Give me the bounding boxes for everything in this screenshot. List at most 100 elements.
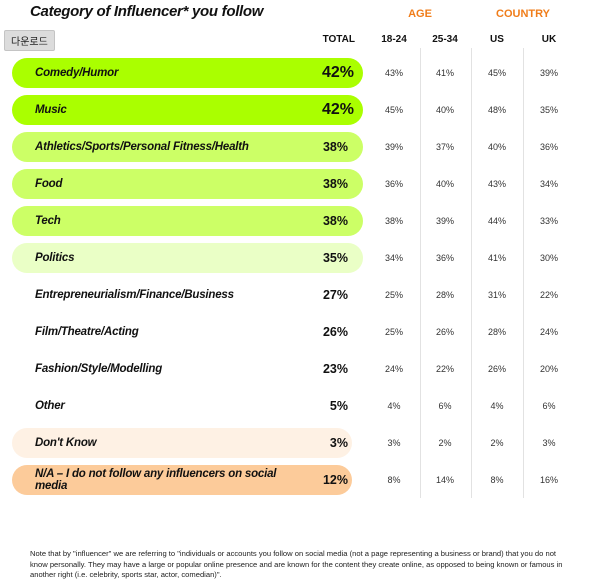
table-row: Don't Know 3% 3% 2% 2% 3% [12, 428, 572, 458]
value-cell: 2% [438, 438, 452, 448]
value-cell: 4% [490, 401, 504, 411]
row-highlight-pill [12, 169, 363, 199]
row-highlight-pill [12, 465, 352, 495]
table-row: Comedy/Humor 42% 43% 41% 45% 39% [12, 58, 572, 88]
value-cell: 24% [539, 327, 558, 337]
value-cell: 44% [487, 216, 506, 226]
value-cell: 40% [487, 142, 506, 152]
table-row: Music 42% 45% 40% 48% 35% [12, 95, 572, 125]
total-value: 38% [322, 214, 348, 228]
value-cell: 43% [384, 68, 403, 78]
value-cell: 22% [539, 290, 558, 300]
value-cell: 6% [438, 401, 452, 411]
row-highlight-pill [12, 243, 363, 273]
value-cell: 3% [542, 438, 556, 448]
value-cell: 25% [384, 290, 403, 300]
value-cell: 16% [539, 475, 558, 485]
value-cell: 25% [384, 327, 403, 337]
table-row: N/A – I do not follow any influencers on… [12, 465, 572, 495]
column-header-total: TOTAL [322, 34, 355, 45]
category-label: Tech [35, 215, 61, 227]
column-divider [471, 48, 472, 498]
category-label: Film/Theatre/Acting [35, 326, 139, 338]
value-cell: 28% [487, 327, 506, 337]
chart-title: Category of Influencer* you follow [30, 3, 264, 20]
table-row: Athletics/Sports/Personal Fitness/Health… [12, 132, 572, 162]
value-cell: 41% [487, 253, 506, 263]
table-row: Fashion/Style/Modelling 23% 24% 22% 26% 20% [12, 354, 572, 384]
value-cell: 26% [487, 364, 506, 374]
value-cell: 39% [539, 68, 558, 78]
table-row: Politics 35% 34% 36% 41% 30% [12, 243, 572, 273]
category-label: N/A – I do not follow any influencers on… [35, 468, 277, 492]
value-cell: 45% [487, 68, 506, 78]
row-highlight-pill [12, 132, 363, 162]
total-value: 42% [321, 64, 354, 81]
total-value: 38% [322, 177, 348, 191]
value-cell: 24% [384, 364, 403, 374]
category-label: Music [35, 104, 67, 116]
row-highlight-pill [12, 206, 363, 236]
total-value: 23% [322, 362, 348, 376]
table-row: Entrepreneurialism/Finance/Business 27% 25… [12, 280, 572, 310]
value-cell: 48% [487, 105, 506, 115]
value-cell: 37% [435, 142, 454, 152]
value-cell: 39% [435, 216, 454, 226]
table-row: Tech 38% 38% 39% 44% 33% [12, 206, 572, 236]
value-cell: 36% [384, 179, 403, 189]
value-cell: 14% [435, 475, 454, 485]
category-label: Don't Know [35, 437, 97, 449]
value-cell: 35% [539, 105, 558, 115]
value-cell: 28% [435, 290, 454, 300]
value-cell: 30% [539, 253, 558, 263]
value-cell: 45% [384, 105, 403, 115]
value-cell: 26% [435, 327, 454, 337]
column-divider [523, 48, 524, 498]
age-group-header: AGE [408, 8, 432, 20]
value-cell: 8% [490, 475, 504, 485]
total-value: 5% [329, 399, 348, 413]
column-header-18-24: 18-24 [381, 34, 407, 45]
value-cell: 41% [435, 68, 454, 78]
value-cell: 8% [387, 475, 401, 485]
value-cell: 6% [542, 401, 556, 411]
total-value: 26% [322, 325, 348, 339]
table-row: Food 38% 36% 40% 43% 34% [12, 169, 572, 199]
category-label: Fashion/Style/Modelling [35, 363, 163, 375]
value-cell: 40% [435, 105, 454, 115]
category-label: Politics [35, 252, 75, 264]
table-row: Other 5% 4% 6% 4% 6% [12, 391, 572, 421]
value-cell: 40% [435, 179, 454, 189]
value-cell: 20% [539, 364, 558, 374]
value-cell: 31% [487, 290, 506, 300]
table-row: Film/Theatre/Acting 26% 25% 26% 28% 24% [12, 317, 572, 347]
value-cell: 38% [384, 216, 403, 226]
value-cell: 4% [387, 401, 401, 411]
category-label: Food [35, 178, 63, 190]
column-header-25-34: 25-34 [432, 34, 458, 45]
value-cell: 33% [539, 216, 558, 226]
total-value: 3% [329, 436, 348, 450]
country-group-header: COUNTRY [496, 8, 550, 20]
total-value: 35% [322, 251, 348, 265]
column-header-uk: UK [541, 34, 557, 45]
value-cell: 22% [435, 364, 454, 374]
total-value: 42% [321, 101, 354, 118]
value-cell: 43% [487, 179, 506, 189]
total-value: 12% [322, 473, 348, 487]
value-cell: 2% [490, 438, 504, 448]
row-highlight-pill [12, 428, 352, 458]
category-label: Athletics/Sports/Personal Fitness/Health [35, 141, 249, 153]
download-tooltip: 다운로드 [4, 30, 55, 51]
total-value: 27% [322, 288, 348, 302]
footnote: Note that by "influencer" we are referri… [30, 549, 563, 579]
value-cell: 36% [435, 253, 454, 263]
value-cell: 3% [387, 438, 401, 448]
column-header-us: US [490, 34, 504, 45]
value-cell: 34% [539, 179, 558, 189]
total-value: 38% [322, 140, 348, 154]
category-label: Other [35, 400, 65, 412]
row-highlight-pill [12, 95, 363, 125]
category-label: Comedy/Humor [35, 67, 119, 79]
category-label: Entrepreneurialism/Finance/Business [35, 289, 234, 301]
